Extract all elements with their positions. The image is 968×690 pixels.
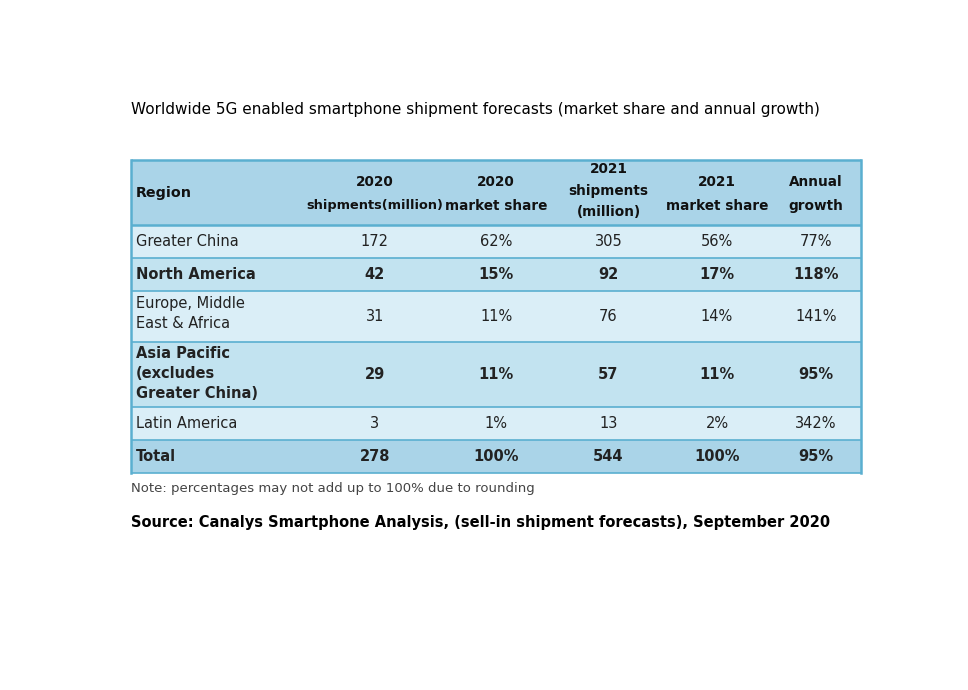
Text: 29: 29: [365, 367, 385, 382]
Text: Greater China: Greater China: [136, 235, 238, 249]
Text: 11%: 11%: [478, 367, 514, 382]
Text: Annual: Annual: [789, 175, 842, 188]
Text: market share: market share: [666, 199, 769, 213]
Bar: [131, 407, 862, 440]
Bar: [131, 291, 862, 342]
Text: Source: Canalys Smartphone Analysis, (sell-in shipment forecasts), September 202: Source: Canalys Smartphone Analysis, (se…: [131, 515, 831, 530]
Text: 76: 76: [599, 309, 618, 324]
Text: 92: 92: [598, 268, 619, 282]
Text: 3: 3: [370, 416, 379, 431]
Text: 11%: 11%: [699, 367, 735, 382]
Text: 2020: 2020: [356, 175, 394, 188]
Text: North America: North America: [136, 268, 256, 282]
Text: 62%: 62%: [480, 235, 512, 249]
Text: 278: 278: [359, 449, 390, 464]
Bar: [131, 440, 862, 473]
Text: 2020: 2020: [477, 175, 515, 188]
Text: shipments: shipments: [568, 184, 649, 199]
Text: 342%: 342%: [795, 416, 836, 431]
Text: 95%: 95%: [799, 367, 833, 382]
Bar: [131, 225, 862, 258]
Text: 56%: 56%: [701, 235, 733, 249]
Text: 11%: 11%: [480, 309, 512, 324]
Text: 2%: 2%: [706, 416, 729, 431]
Text: (million): (million): [576, 205, 641, 219]
Text: 42: 42: [365, 268, 385, 282]
Text: Total: Total: [136, 449, 176, 464]
Text: 100%: 100%: [473, 449, 519, 464]
Text: 15%: 15%: [478, 268, 514, 282]
Bar: [131, 258, 862, 291]
Text: 57: 57: [598, 367, 619, 382]
Text: 141%: 141%: [795, 309, 836, 324]
Text: 17%: 17%: [700, 268, 735, 282]
Text: 118%: 118%: [793, 268, 838, 282]
Text: 172: 172: [361, 235, 389, 249]
Text: 1%: 1%: [485, 416, 507, 431]
Text: 77%: 77%: [800, 235, 832, 249]
Text: 95%: 95%: [799, 449, 833, 464]
Text: Note: percentages may not add up to 100% due to rounding: Note: percentages may not add up to 100%…: [131, 482, 535, 495]
Text: 2021: 2021: [590, 161, 627, 175]
Text: Europe, Middle
East & Africa: Europe, Middle East & Africa: [136, 296, 245, 331]
Text: Asia Pacific
(excludes
Greater China): Asia Pacific (excludes Greater China): [136, 346, 257, 401]
Text: 100%: 100%: [694, 449, 740, 464]
Text: Latin America: Latin America: [136, 416, 237, 431]
Text: Region: Region: [136, 186, 192, 199]
Text: 305: 305: [594, 235, 622, 249]
Bar: [131, 160, 862, 225]
Text: 14%: 14%: [701, 309, 733, 324]
Text: shipments(million): shipments(million): [307, 199, 443, 212]
Text: market share: market share: [445, 199, 547, 213]
Text: 2021: 2021: [698, 175, 736, 188]
Text: 544: 544: [593, 449, 623, 464]
Bar: [131, 342, 862, 407]
Text: 31: 31: [366, 309, 384, 324]
Text: growth: growth: [788, 199, 843, 213]
Text: Worldwide 5G enabled smartphone shipment forecasts (market share and annual grow: Worldwide 5G enabled smartphone shipment…: [131, 102, 820, 117]
Text: 13: 13: [599, 416, 618, 431]
